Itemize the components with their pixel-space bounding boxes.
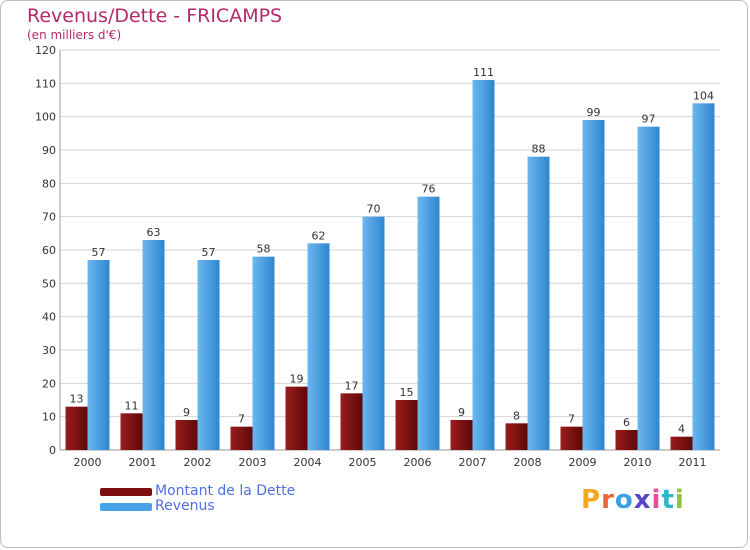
logo-letter: P <box>581 485 602 515</box>
bar-debt <box>615 430 638 450</box>
data-label-revenue: 58 <box>257 243 271 256</box>
x-tick-label: 2002 <box>184 456 212 469</box>
bar-revenue <box>637 126 660 451</box>
y-tick-label: 10 <box>42 411 56 424</box>
bar-debt <box>285 386 308 450</box>
bar-debt <box>175 420 198 450</box>
bar-revenue <box>582 120 605 450</box>
bar-debt <box>560 426 583 450</box>
x-tick-label: 2007 <box>459 456 487 469</box>
bar-debt <box>340 393 363 450</box>
bar-debt <box>120 413 143 450</box>
y-tick-label: 0 <box>49 444 56 457</box>
bar-revenue <box>362 216 385 450</box>
data-label-debt: 9 <box>183 406 190 419</box>
y-tick-label: 60 <box>42 244 56 257</box>
logo-letter: r <box>601 485 615 515</box>
bar-revenue <box>527 156 550 450</box>
data-label-revenue: 70 <box>367 203 381 216</box>
bar-debt <box>670 436 693 450</box>
bar-revenue <box>142 240 165 450</box>
legend-swatch-debt <box>100 488 152 496</box>
x-tick-label: 2004 <box>294 456 322 469</box>
data-label-debt: 6 <box>623 416 630 429</box>
logo-letter: t <box>661 485 675 515</box>
data-label-revenue: 57 <box>202 246 216 259</box>
y-tick-label: 100 <box>35 111 56 124</box>
legend-label-debt: Montant de la Dette <box>155 483 296 499</box>
x-tick-label: 2001 <box>129 456 157 469</box>
chart-subtitle: (en milliers d'€) <box>27 28 122 42</box>
data-label-revenue: 97 <box>642 113 656 126</box>
y-tick-label: 30 <box>42 344 56 357</box>
y-tick-label: 20 <box>42 377 56 390</box>
data-label-debt: 7 <box>238 413 245 426</box>
y-tick-label: 70 <box>42 211 56 224</box>
logo-letter: i <box>674 485 685 515</box>
bar-revenue <box>252 256 275 450</box>
data-label-debt: 17 <box>345 379 359 392</box>
logo-letter: o <box>614 485 634 515</box>
data-label-debt: 13 <box>70 393 84 406</box>
data-label-revenue: 88 <box>532 143 546 156</box>
y-tick-label: 50 <box>42 277 56 290</box>
y-tick-label: 90 <box>42 144 56 157</box>
data-label-revenue: 111 <box>473 66 494 79</box>
bar-revenue <box>87 260 110 450</box>
bar-debt <box>395 400 418 450</box>
data-label-debt: 9 <box>458 406 465 419</box>
bar-revenue <box>197 260 220 450</box>
data-label-debt: 11 <box>125 399 139 412</box>
bar-debt <box>505 423 528 450</box>
data-label-revenue: 104 <box>693 89 714 102</box>
x-tick-label: 2010 <box>624 456 652 469</box>
data-label-debt: 8 <box>513 409 520 422</box>
data-label-revenue: 63 <box>147 226 161 239</box>
data-label-debt: 19 <box>290 373 304 386</box>
x-tick-label: 2000 <box>74 456 102 469</box>
data-label-debt: 15 <box>400 386 414 399</box>
x-tick-label: 2009 <box>569 456 597 469</box>
y-tick-label: 110 <box>35 77 56 90</box>
legend-swatch-revenue <box>100 503 152 511</box>
data-label-revenue: 62 <box>312 229 326 242</box>
data-label-revenue: 99 <box>587 106 601 119</box>
data-label-debt: 4 <box>678 423 685 436</box>
x-tick-label: 2005 <box>349 456 377 469</box>
bar-debt <box>450 420 473 450</box>
logo-letter: x <box>633 485 652 515</box>
x-tick-label: 2006 <box>404 456 432 469</box>
data-label-debt: 7 <box>568 413 575 426</box>
data-label-revenue: 57 <box>92 246 106 259</box>
x-tick-label: 2003 <box>239 456 267 469</box>
y-tick-label: 40 <box>42 311 56 324</box>
legend-label-revenue: Revenus <box>155 498 215 514</box>
y-tick-label: 80 <box>42 177 56 190</box>
x-tick-label: 2011 <box>679 456 707 469</box>
bar-revenue <box>472 80 495 450</box>
bar-revenue <box>307 243 330 450</box>
x-tick-label: 2008 <box>514 456 542 469</box>
bar-debt <box>65 406 88 450</box>
y-tick-label: 120 <box>35 44 56 57</box>
chart-title: Revenus/Dette - FRICAMPS <box>27 5 283 27</box>
data-label-revenue: 76 <box>422 183 436 196</box>
bar-debt <box>230 426 253 450</box>
logo-letter: i <box>651 485 662 515</box>
proxiti-logo: Proxiti <box>581 485 685 515</box>
bar-revenue <box>692 103 715 450</box>
bar-revenue <box>417 196 440 450</box>
